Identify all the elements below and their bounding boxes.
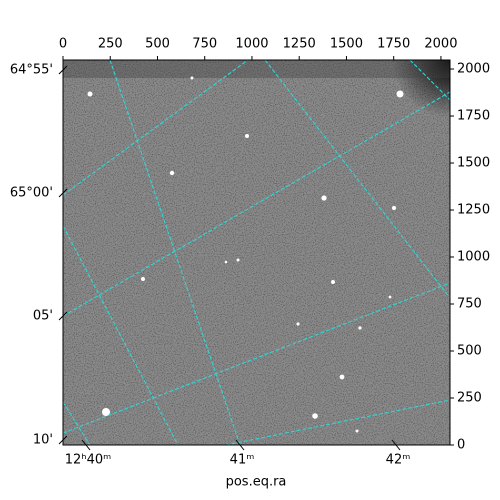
y-tick-label: 1250 [457, 203, 490, 218]
dec-tick [58, 435, 68, 445]
ra-tick-label: 12ʰ40ᵐ [65, 453, 111, 468]
ra-tick [235, 439, 245, 451]
x-tick-label: 1000 [235, 37, 268, 52]
dec-tick-label: 05' [33, 309, 53, 324]
ra-tick [81, 439, 91, 451]
ra-tick-label: 42ᵐ [386, 453, 411, 468]
y-tick-label: 1000 [457, 250, 490, 265]
dec-tick-label: 10' [33, 433, 53, 448]
plot-frame [62, 59, 451, 446]
y-tick-label: 2000 [457, 62, 490, 77]
y-tick-label: 750 [457, 297, 482, 312]
dec-tick [58, 188, 68, 198]
y-tick-label: 1750 [457, 109, 490, 124]
dec-tick-label: 64°55' [10, 63, 53, 78]
y-tick-label: 0 [457, 438, 465, 453]
x-tick-label: 1250 [283, 37, 316, 52]
y-tick-label: 500 [457, 344, 482, 359]
x-tick-label: 1750 [377, 37, 410, 52]
x-tick-label: 2000 [424, 37, 457, 52]
sky-image [63, 60, 450, 445]
ra-tick-label: 41ᵐ [230, 453, 255, 468]
x-tick-label: 1500 [330, 37, 363, 52]
x-tick-label: 750 [192, 37, 217, 52]
y-tick-label: 250 [457, 391, 482, 406]
dec-tick [58, 311, 68, 321]
dec-tick [58, 65, 68, 75]
stars [87, 76, 404, 433]
dec-tick-label: 65°00' [10, 186, 53, 201]
x-axis-label: pos.eq.ra [226, 475, 287, 490]
y-tick-label: 1500 [457, 156, 490, 171]
x-tick-label: 0 [59, 37, 67, 52]
x-tick-label: 500 [145, 37, 170, 52]
coordinate-grid [63, 60, 450, 445]
x-tick-label: 250 [98, 37, 123, 52]
ra-tick [391, 439, 401, 451]
